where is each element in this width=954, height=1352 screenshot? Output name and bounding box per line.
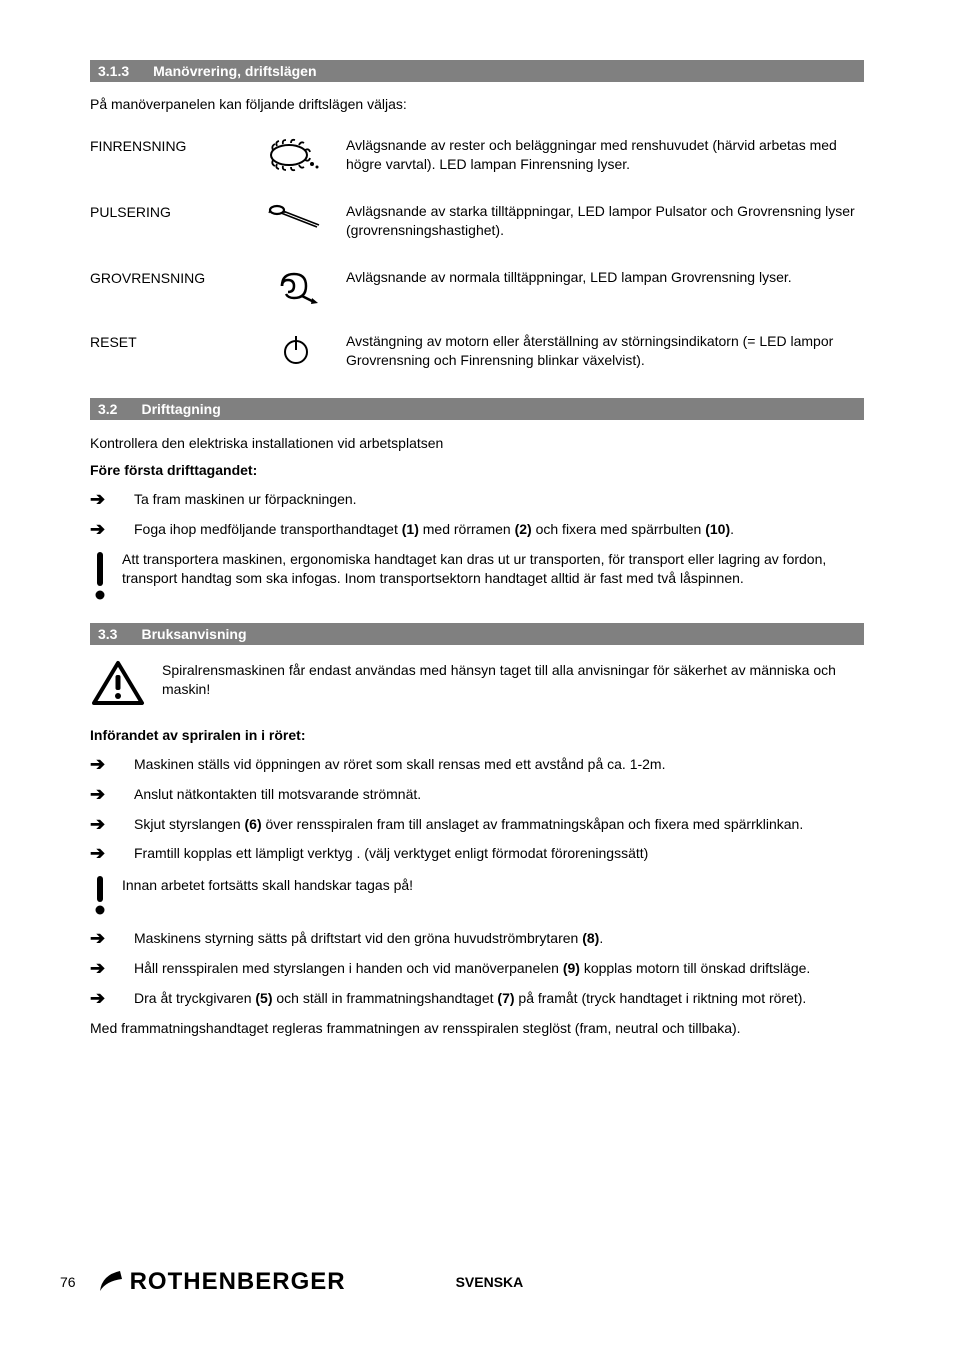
page-number: 76 [60, 1274, 76, 1290]
section-313-num: 3.1.3 [98, 63, 129, 79]
bullet-text: Ta fram maskinen ur förpackningen. [134, 490, 864, 509]
bullet-row: ➔ Foga ihop medföljande transporthandtag… [90, 520, 864, 540]
arrow-icon: ➔ [90, 959, 134, 979]
note-row: Innan arbetet fortsätts skall handskar t… [90, 874, 864, 923]
bullet-row: ➔ Framtill kopplas ett lämpligt verktyg … [90, 844, 864, 864]
arrow-icon: ➔ [90, 929, 134, 949]
mode-label: FINRENSNING [90, 136, 246, 154]
arrow-icon: ➔ [90, 755, 134, 775]
bullet-row: ➔ Maskinen ställs vid öppningen av röret… [90, 755, 864, 775]
bullet-text: Håll rensspiralen med styrslangen i hand… [134, 959, 864, 978]
pulsering-icon [246, 202, 346, 232]
reset-icon [246, 332, 346, 368]
section-32-num: 3.2 [98, 401, 117, 417]
mode-desc: Avstängning av motorn eller återställnin… [346, 332, 864, 370]
bullet-row: ➔ Dra åt tryckgivaren (5) och ställ in f… [90, 989, 864, 1009]
bullet-row: ➔ Ta fram maskinen ur förpackningen. [90, 490, 864, 510]
mode-row-grovrensning: GROVRENSNING Avlägsnande av normala till… [90, 268, 864, 304]
brand-text: ROTHENBERGER [130, 1268, 346, 1296]
intro-313: På manöverpanelen kan följande driftsläg… [90, 96, 864, 112]
exclamation-icon [90, 874, 122, 923]
warning-row: Spiralrensmaskinen får endast användas m… [90, 659, 864, 709]
section-33-title: Bruksanvisning [141, 626, 246, 642]
grovrensning-icon [246, 268, 346, 304]
mode-desc: Avlägsnande av rester och beläggningar m… [346, 136, 864, 174]
mode-desc: Avlägsnande av normala tilltäppningar, L… [346, 268, 864, 287]
bullet-text: Foga ihop medföljande transporthandtaget… [134, 520, 864, 539]
mode-desc: Avlägsnande av starka tilltäppningar, LE… [346, 202, 864, 240]
section-33-num: 3.3 [98, 626, 117, 642]
arrow-icon: ➔ [90, 989, 134, 1009]
page-footer: 76 ROTHENBERGER SVENSKA [60, 1268, 864, 1296]
note-text: Innan arbetet fortsätts skall handskar t… [122, 874, 864, 895]
closing-33: Med frammatningshandtaget regleras framm… [90, 1019, 864, 1038]
bullet-text: Anslut nätkontakten till motsvarande str… [134, 785, 864, 804]
note-text: Att transportera maskinen, ergonomiska h… [122, 550, 864, 588]
mode-label: PULSERING [90, 202, 246, 220]
bullet-text: Skjut styrslangen (6) över rensspiralen … [134, 815, 864, 834]
language-label: SVENSKA [456, 1274, 524, 1290]
mode-row-reset: RESET Avstängning av motorn eller återst… [90, 332, 864, 370]
bullet-text: Dra åt tryckgivaren (5) och ställ in fra… [134, 989, 864, 1008]
section-33-header: 3.3 Bruksanvisning [90, 623, 864, 645]
warning-triangle-icon [90, 659, 162, 709]
bullet-row: ➔ Anslut nätkontakten till motsvarande s… [90, 785, 864, 805]
arrow-icon: ➔ [90, 785, 134, 805]
bullet-text: Maskinens styrning sätts på driftstart v… [134, 929, 864, 948]
bullet-row: ➔ Håll rensspiralen med styrslangen i ha… [90, 959, 864, 979]
arrow-icon: ➔ [90, 815, 134, 835]
finrensning-icon [246, 136, 346, 174]
bullet-row: ➔ Maskinens styrning sätts på driftstart… [90, 929, 864, 949]
mode-label: RESET [90, 332, 246, 350]
section-32-title: Drifttagning [141, 401, 220, 417]
heading-33b: Införandet av spriralen in i röret: [90, 727, 864, 743]
section-313-header: 3.1.3 Manövrering, driftslägen [90, 60, 864, 82]
bullet-row: ➔ Skjut styrslangen (6) över rensspirale… [90, 815, 864, 835]
bullet-text: Maskinen ställs vid öppningen av röret s… [134, 755, 864, 774]
arrow-icon: ➔ [90, 490, 134, 510]
arrow-icon: ➔ [90, 844, 134, 864]
bullet-text: Framtill kopplas ett lämpligt verktyg . … [134, 844, 864, 863]
heading-32b: Före första drifttagandet: [90, 462, 864, 478]
brand-swoosh-icon [96, 1269, 124, 1295]
section-313-title: Manövrering, driftslägen [153, 63, 316, 79]
brand-logo: ROTHENBERGER [96, 1268, 346, 1296]
arrow-icon: ➔ [90, 520, 134, 540]
section-32-header: 3.2 Drifttagning [90, 398, 864, 420]
text-32a: Kontrollera den elektriska installatione… [90, 434, 864, 453]
mode-row-pulsering: PULSERING Avlägsnande av starka tilltäpp… [90, 202, 864, 240]
mode-row-finrensning: FINRENSNING Avlägsnande av rester och be… [90, 136, 864, 174]
mode-label: GROVRENSNING [90, 268, 246, 286]
exclamation-icon [90, 550, 122, 607]
warning-text: Spiralrensmaskinen får endast användas m… [162, 659, 864, 699]
note-row: Att transportera maskinen, ergonomiska h… [90, 550, 864, 607]
